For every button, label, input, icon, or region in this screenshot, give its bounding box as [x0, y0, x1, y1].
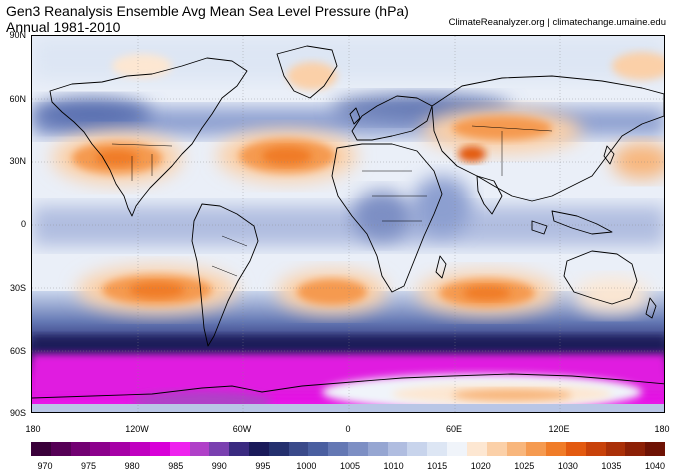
colorbar-tick-label: 990 — [211, 461, 227, 471]
lon-label-180e: 180 — [654, 424, 670, 434]
lat-label-60n: 60N — [9, 94, 26, 104]
colorbar-tick-label: 1005 — [339, 461, 361, 471]
colorbar-tick-label: 985 — [168, 461, 184, 471]
colorbar-swatch — [31, 442, 51, 456]
lat-label-30n: 30N — [9, 156, 26, 166]
colorbar-tick-label: 1030 — [557, 461, 578, 471]
colorbar-swatch — [130, 442, 150, 456]
colorbar-swatch — [70, 442, 91, 456]
lon-label-120e: 120E — [548, 424, 570, 434]
colorbar-swatch — [169, 442, 190, 456]
colorbar-swatch — [110, 442, 131, 456]
colorbar-swatch — [308, 442, 329, 456]
lat-label-30s: 30S — [9, 283, 26, 293]
colorbar-tick-label: 995 — [255, 461, 271, 471]
colorbar-swatch — [546, 442, 566, 456]
colorbar-tick-label: 1020 — [470, 461, 491, 471]
colorbar-swatch — [447, 442, 467, 456]
colorbar-swatch — [268, 442, 289, 456]
colorbar-swatch — [585, 442, 606, 456]
colorbar-swatch — [565, 442, 586, 456]
colorbar-swatch — [486, 442, 507, 456]
colorbar-swatch — [625, 442, 646, 456]
colorbar-swatch — [229, 442, 249, 456]
colorbar-swatch — [189, 442, 210, 456]
colorbar — [31, 442, 665, 456]
lat-label-0: 0 — [20, 219, 26, 229]
lon-label-60w: 60W — [232, 424, 252, 434]
colorbar-tick-label: 1040 — [644, 461, 666, 471]
colorbar-tick-label: 1015 — [427, 461, 448, 471]
colorbar-swatch — [427, 442, 448, 456]
lon-label-180w: 180 — [25, 424, 41, 434]
title-line-1: Gen3 Reanalysis Ensemble Avg Mean Sea Le… — [6, 3, 409, 19]
lat-label-60s: 60S — [9, 346, 26, 356]
colorbar-swatch — [387, 442, 408, 456]
colorbar-swatch — [526, 442, 547, 456]
colorbar-swatch — [328, 442, 348, 456]
colorbar-tick-label: 1025 — [514, 461, 535, 471]
colorbar-swatch — [50, 442, 71, 456]
lon-label-0: 0 — [345, 424, 351, 434]
colorbar-tick-label: 1035 — [601, 461, 622, 471]
colorbar-swatch — [90, 442, 111, 456]
world-map-icon — [32, 36, 664, 412]
colorbar-swatch — [466, 442, 487, 456]
colorbar-tick-label: 1000 — [296, 461, 317, 471]
title-line-2: Annual 1981-2010 — [6, 19, 121, 35]
colorbar-swatch — [407, 442, 428, 456]
colorbar-swatch — [506, 442, 527, 456]
colorbar-swatch — [149, 442, 170, 456]
colorbar-tick-label: 970 — [37, 461, 53, 471]
pressure-map — [31, 35, 665, 413]
lon-label-120w: 120W — [125, 424, 149, 434]
chart-title: Gen3 Reanalysis Ensemble Avg Mean Sea Le… — [6, 3, 409, 35]
colorbar-swatch — [605, 442, 626, 456]
colorbar-swatch — [645, 442, 665, 456]
colorbar-swatch — [367, 442, 388, 456]
lat-label-90n: 90N — [9, 30, 26, 40]
colorbar-swatch — [248, 442, 269, 456]
colorbar-tick-label: 975 — [81, 461, 97, 471]
lat-label-90s: 90S — [9, 408, 26, 418]
credit-text: ClimateReanalyzer.org | climatechange.um… — [448, 17, 666, 28]
colorbar-swatch — [348, 442, 368, 456]
colorbar-swatch — [288, 442, 309, 456]
colorbar-tick-label: 980 — [124, 461, 140, 471]
colorbar-tick-label: 1010 — [383, 461, 404, 471]
colorbar-swatch — [209, 442, 230, 456]
lon-label-60e: 60E — [445, 424, 463, 434]
